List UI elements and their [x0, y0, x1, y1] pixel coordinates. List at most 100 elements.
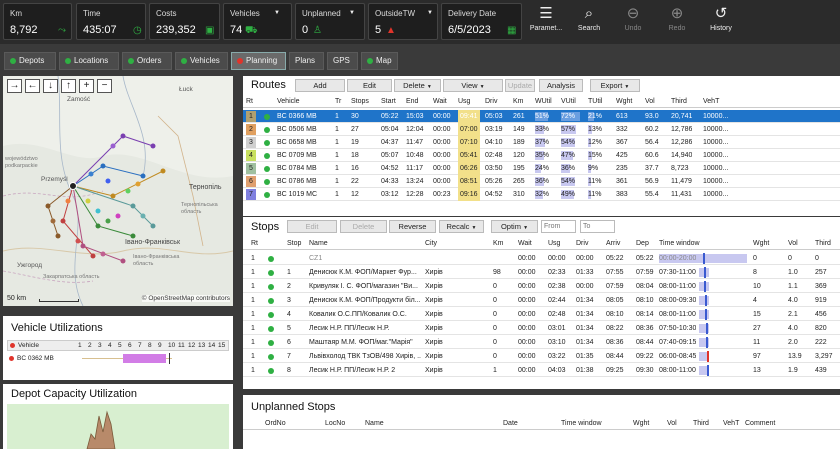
pan-up-button[interactable]: ↑	[61, 79, 76, 93]
column-header[interactable]: Driv	[576, 240, 589, 247]
table-row[interactable]: 1 3 Денисюк К.М. ФОП/Продукти біл... Хирів 0…	[243, 294, 840, 307]
map-panel[interactable]: → ← ↓ ↑ + − Zamość Łuck województwo podk…	[3, 76, 233, 306]
column-header[interactable]: TUtil	[588, 98, 603, 105]
kpi-vehicles[interactable]: Vehicles ▼ 74 ⛟	[223, 3, 292, 40]
table-row[interactable]: 1 CZ1 00:00 00:00 00:00 05:22 05:22 00:00-20:00…	[243, 252, 840, 265]
column-header[interactable]: Vol	[788, 240, 798, 247]
column-header[interactable]: Stop	[287, 240, 302, 247]
column-header[interactable]: Stops	[351, 98, 369, 105]
column-header[interactable]: Wght	[616, 98, 633, 105]
edit-stop-button[interactable]: Edit	[287, 220, 337, 233]
column-header[interactable]: Wght	[633, 420, 650, 427]
zoom-in-button[interactable]: +	[79, 79, 94, 93]
tab-orders[interactable]: Orders	[122, 52, 172, 70]
column-header[interactable]: Rt	[251, 240, 258, 247]
redo-button[interactable]: ⊕ Redo	[655, 3, 699, 41]
column-header[interactable]: VUtil	[561, 98, 576, 105]
table-row[interactable]: 1 2 Кривуляк І. С. ФОП/магазин "Ви... Хирів…	[243, 280, 840, 293]
tab-map[interactable]: Map	[361, 52, 398, 70]
tab-locations[interactable]: Locations	[59, 52, 119, 70]
table-row[interactable]: 4 BC 0709 MB 1 18 05:07 10:48 00:00 05:41 02:48 1…	[243, 149, 840, 162]
table-row[interactable]: 5 BC 0784 MB 1 16 04:52 11:17 00:00 06:26 03:50 1…	[243, 162, 840, 175]
export-button[interactable]: Export ▼	[590, 79, 640, 92]
column-header[interactable]: LocNo	[325, 420, 346, 427]
kpi-outside-tw[interactable]: OutsideTW ▼ 5 ▲	[368, 3, 438, 40]
kpi-costs[interactable]: Costs 239,352 ▣	[149, 3, 220, 40]
column-header[interactable]: Name	[309, 240, 328, 247]
history-button[interactable]: ↺ History	[699, 3, 743, 41]
undo-button[interactable]: ⊖ Undo	[611, 3, 655, 41]
add-route-button[interactable]: Add	[295, 79, 345, 92]
column-header[interactable]: OrdNo	[265, 420, 286, 427]
column-header[interactable]: Km	[493, 240, 504, 247]
column-header[interactable]: Time window	[561, 420, 602, 427]
column-header[interactable]: End	[406, 98, 419, 105]
column-header[interactable]: Vol	[667, 420, 677, 427]
delete-route-button[interactable]: Delete ▼	[394, 79, 441, 92]
column-header[interactable]: Vehicle	[277, 98, 300, 105]
column-header[interactable]: Wait	[433, 98, 447, 105]
pan-left-button[interactable]: ←	[25, 79, 40, 93]
column-header[interactable]: Comment	[745, 420, 776, 427]
update-route-button[interactable]: Update	[505, 79, 535, 92]
column-header[interactable]: Driv	[485, 98, 498, 105]
table-row[interactable]: 6 BC 0786 MB 1 22 04:33 13:24 00:00 08:51 05:26 2…	[243, 175, 840, 188]
map-canvas[interactable]	[3, 76, 233, 306]
search-button[interactable]: ⌕ Search	[567, 3, 611, 41]
column-header[interactable]: Wait	[518, 240, 532, 247]
pan-right-button[interactable]: →	[7, 79, 22, 93]
parameters-button[interactable]: ☰ Paramet...	[524, 3, 568, 41]
table-row[interactable]: 1 1 Денисюк К.М. ФОП/Маркет Фур... Хирів 98 0…	[243, 266, 840, 279]
delete-stop-button[interactable]: Delete	[340, 220, 387, 233]
column-header[interactable]: Name	[365, 420, 384, 427]
table-row[interactable]: 1 BC 0366 MB 1 30 05:22 15:03 00:00 09:41 05:03 2…	[243, 110, 840, 123]
column-header[interactable]: Arriv	[606, 240, 621, 247]
vehicle-util-row[interactable]: BC 0362 MB	[7, 353, 229, 364]
view-route-button[interactable]: View ▼	[443, 79, 503, 92]
column-header[interactable]: Wght	[753, 240, 770, 247]
table-row[interactable]: 1 6 Маштаяр М.М. ФОП/маг."Марія" Хирів 0 00:0…	[243, 336, 840, 349]
table-row[interactable]: 1 8 Лесик Н.Р. ПП/Лесик Н.Р. 2 Хирів 1 00:00 0…	[243, 364, 840, 377]
column-header[interactable]: Start	[381, 98, 396, 105]
table-row[interactable]: 2 BC 0506 MB 1 27 05:04 12:04 00:00 07:00 03:19 1…	[243, 123, 840, 136]
column-header[interactable]: Dep	[636, 240, 649, 247]
table-row[interactable]: 3 BC 0658 MB 1 19 04:37 11:47 00:00 07:10 04:10 1…	[243, 136, 840, 149]
edit-route-button[interactable]: Edit	[347, 79, 392, 92]
from-input[interactable]	[541, 220, 576, 233]
column-header[interactable]: Third	[815, 240, 831, 247]
table-row[interactable]: 1 4 Ковалик О.С.ПП/Ковалик О.С. Хирів 0 00:00…	[243, 308, 840, 321]
column-header[interactable]: WUtil	[535, 98, 552, 105]
util-bar[interactable]	[123, 354, 166, 363]
analysis-button[interactable]: Analysis	[539, 79, 583, 92]
column-header[interactable]: Time window	[659, 240, 700, 247]
column-header[interactable]: Km	[513, 98, 524, 105]
kpi-km[interactable]: Km 8,792 ⤳	[3, 3, 72, 40]
column-header[interactable]: VehT	[703, 98, 720, 105]
column-header[interactable]: Tr	[335, 98, 342, 105]
column-header[interactable]: Usg	[548, 240, 561, 247]
column-header[interactable]: Third	[693, 420, 709, 427]
pan-down-button[interactable]: ↓	[43, 79, 58, 93]
column-header[interactable]: Vol	[645, 98, 655, 105]
to-input[interactable]	[580, 220, 615, 233]
tab-depots[interactable]: Depots	[4, 52, 56, 70]
kpi-unplanned[interactable]: Unplanned ▼ 0 ♙	[295, 3, 365, 40]
column-header[interactable]: VehT	[723, 420, 740, 427]
reverse-button[interactable]: Reverse	[389, 220, 436, 233]
kpi-time[interactable]: Time 435:07 ◷	[76, 3, 146, 40]
column-header[interactable]: City	[425, 240, 438, 247]
tab-vehicles[interactable]: Vehicles	[175, 52, 228, 70]
table-row[interactable]: 7 BC 1019 MC 1 12 03:12 12:28 00:23 09:16 04:52 3…	[243, 188, 840, 201]
column-header[interactable]: Date	[503, 420, 518, 427]
table-row[interactable]: 1 7 Львівхолод ТВК ТзОВ/498 Хирів, ... Хирі…	[243, 350, 840, 363]
optim-button[interactable]: Optim ▼	[491, 220, 538, 233]
zoom-out-button[interactable]: −	[97, 79, 112, 93]
tab-gps[interactable]: GPS	[327, 52, 358, 70]
column-header[interactable]: Usg	[458, 98, 471, 105]
tab-plans[interactable]: Plans	[289, 52, 324, 70]
column-header[interactable]: Third	[671, 98, 687, 105]
kpi-delivery-date[interactable]: Delivery Date 6/5/2023 ▦	[441, 3, 522, 40]
recalc-button[interactable]: Recalc ▼	[439, 220, 484, 233]
column-header[interactable]: Rt	[246, 98, 253, 105]
tab-planning[interactable]: Planning	[231, 52, 286, 70]
